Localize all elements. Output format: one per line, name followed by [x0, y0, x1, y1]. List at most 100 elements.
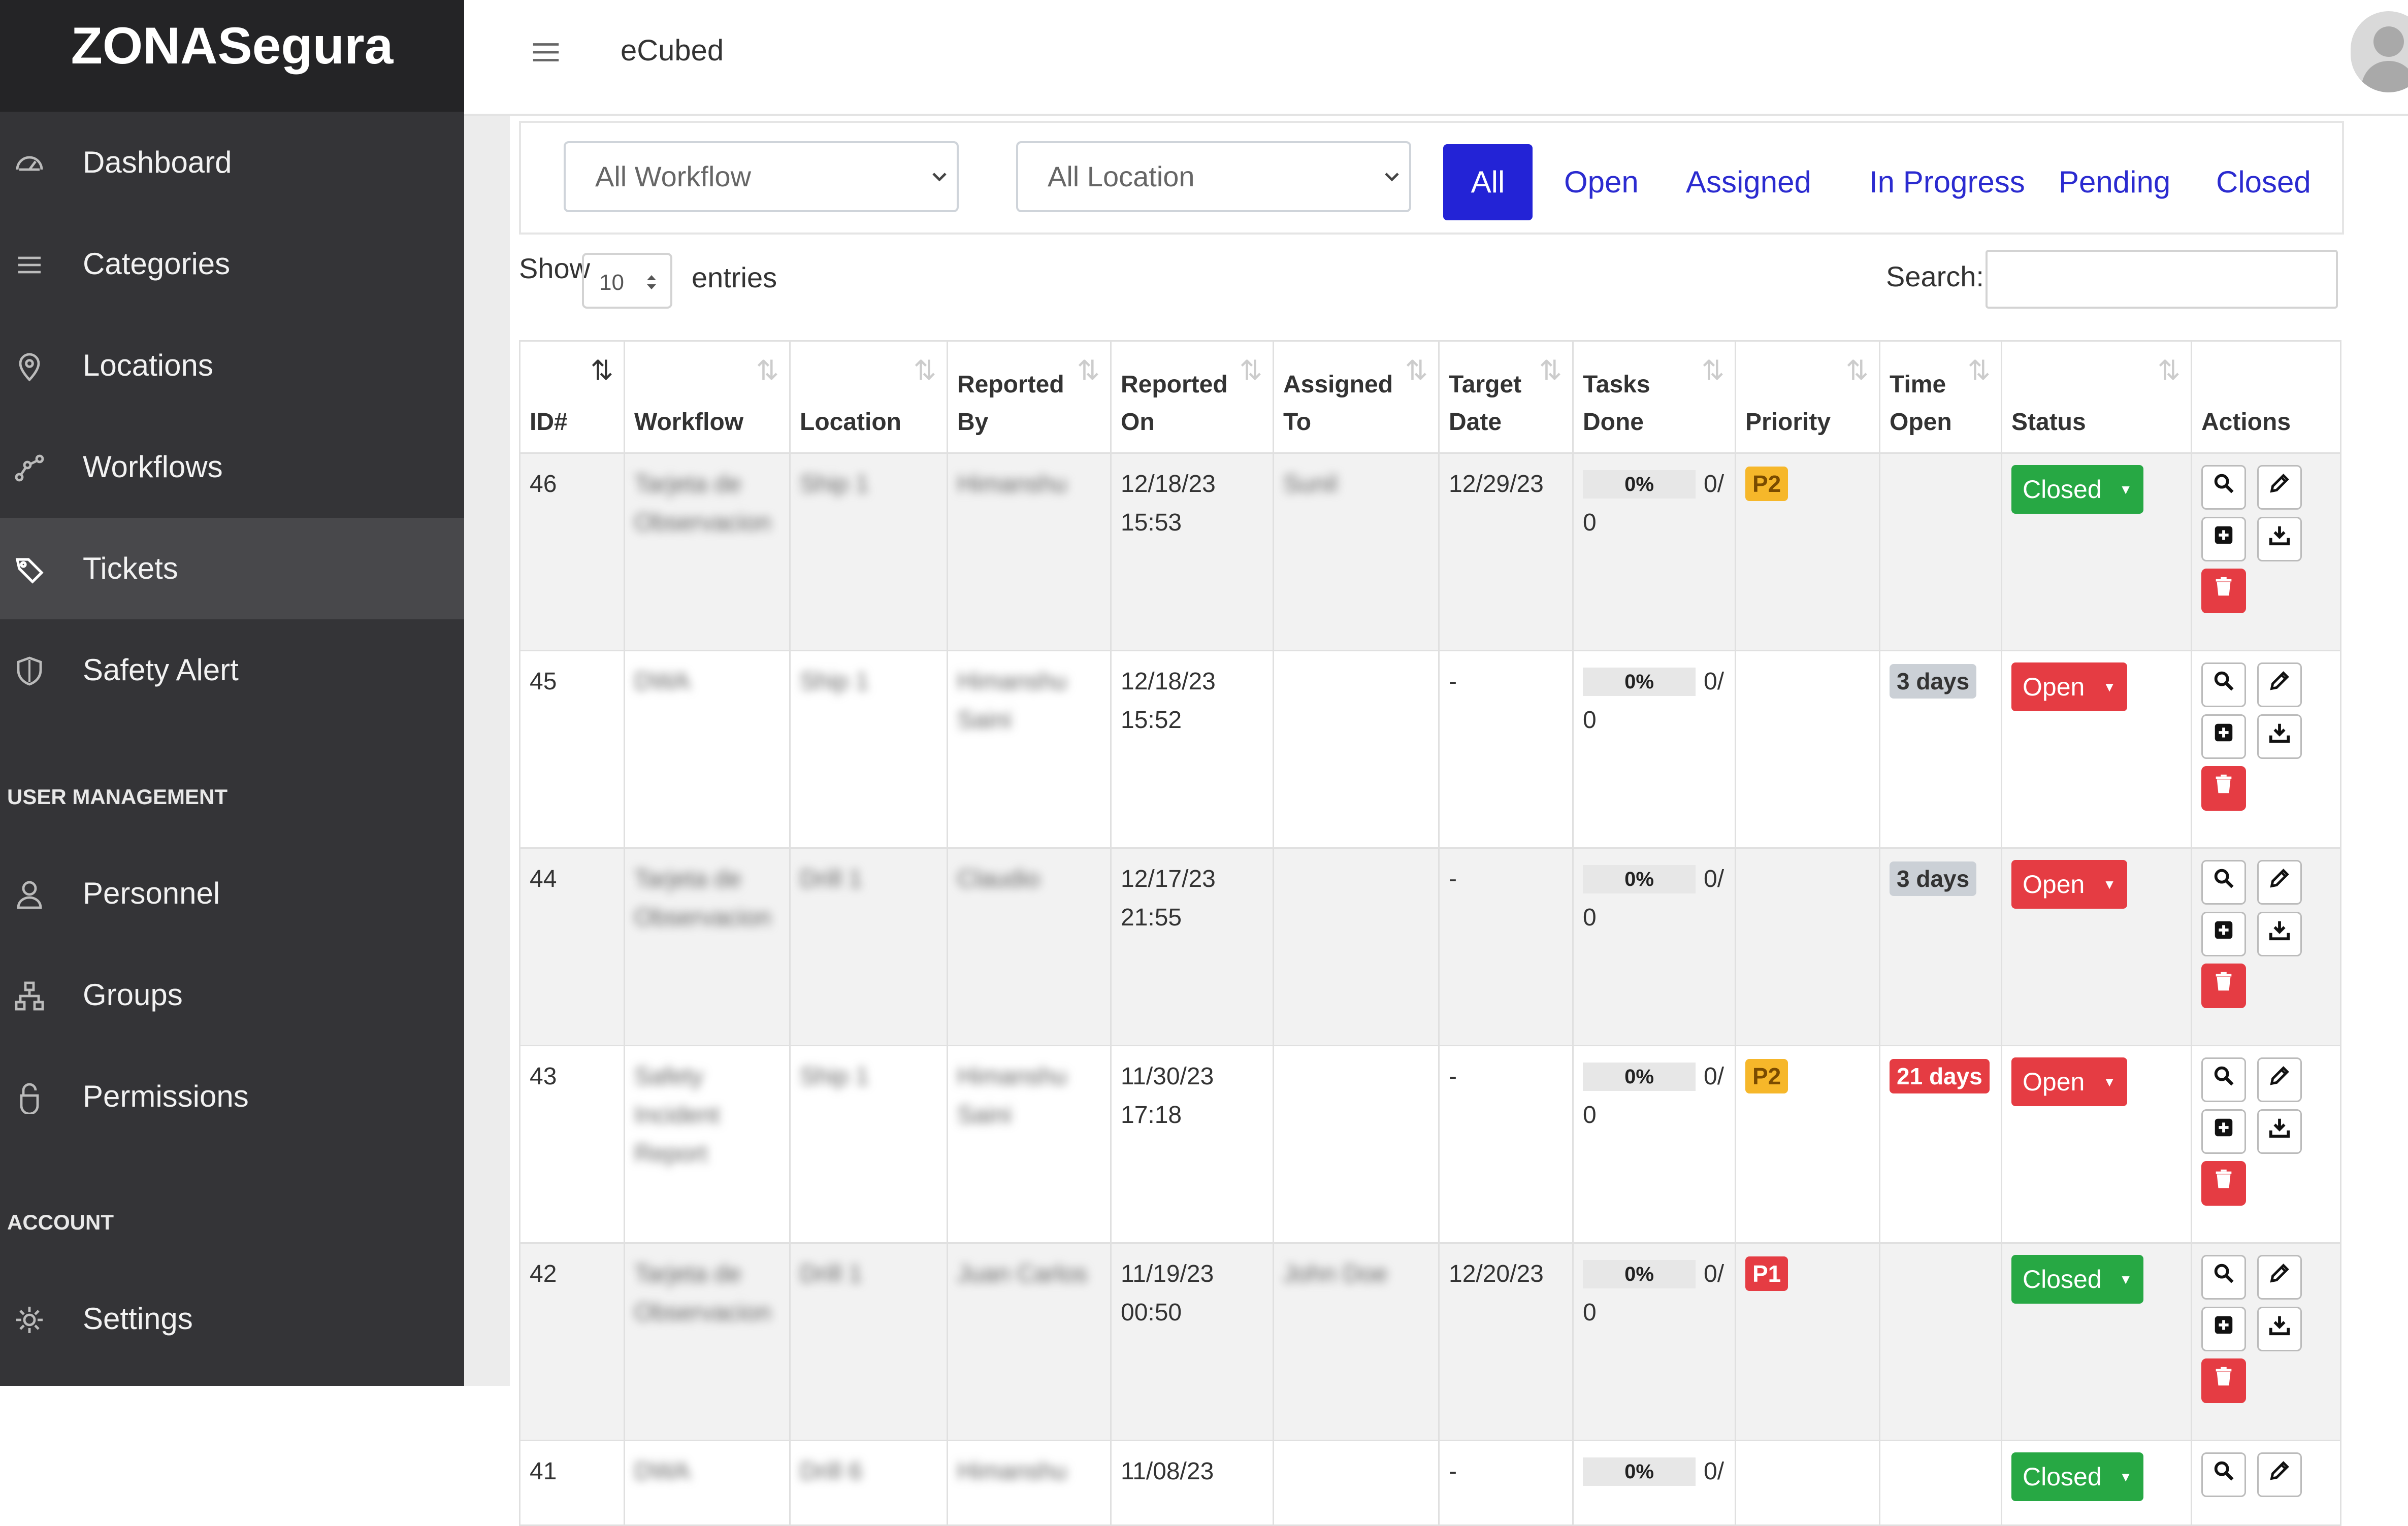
brand-logo[interactable]: ZONASegura: [0, 0, 464, 112]
status-dropdown-button[interactable]: Open ▼: [2011, 662, 2127, 711]
tab-closed[interactable]: Closed: [2216, 165, 2311, 199]
view-button[interactable]: [2201, 860, 2246, 905]
column-header-priority[interactable]: Priority ⇅: [1735, 340, 1880, 454]
sort-icon[interactable]: ⇅: [1845, 355, 1869, 386]
delete-button[interactable]: [2201, 569, 2246, 613]
sidebar-item-tickets[interactable]: Tickets: [0, 518, 464, 619]
sidebar-item-permissions[interactable]: Permissions: [0, 1046, 464, 1147]
cell-tasks-done: 0% 0/0: [1572, 1045, 1736, 1244]
column-header-assigned-to[interactable]: Assigned To ⇅: [1273, 340, 1440, 454]
status-dropdown-button[interactable]: Closed ▼: [2011, 1452, 2143, 1501]
status-dropdown-button[interactable]: Closed ▼: [2011, 465, 2143, 514]
sidebar-item-safety-alert[interactable]: Safety Alert: [0, 619, 464, 721]
workflow-select-value: All Workflow: [595, 160, 752, 192]
cell-assigned-to: [1273, 650, 1440, 849]
sort-icon[interactable]: ⇅: [1077, 355, 1100, 386]
download-button[interactable]: [2257, 1307, 2302, 1351]
download-button[interactable]: [2257, 912, 2302, 956]
sort-icon[interactable]: ⇅: [1701, 355, 1724, 386]
user-avatar[interactable]: [2351, 11, 2408, 92]
sort-icon[interactable]: ⇅: [590, 355, 613, 386]
view-button[interactable]: [2201, 465, 2246, 510]
hamburger-menu-icon[interactable]: [530, 37, 562, 68]
cell-reported-by: Juan Carlos: [947, 1242, 1112, 1441]
column-header-workflow[interactable]: Workflow ⇅: [624, 340, 791, 454]
view-button[interactable]: [2201, 662, 2246, 707]
status-dropdown-button[interactable]: Closed ▼: [2011, 1255, 2143, 1304]
delete-button[interactable]: [2201, 1161, 2246, 1206]
delete-button[interactable]: [2201, 1358, 2246, 1403]
action-buttons: [2201, 662, 2331, 811]
search-input[interactable]: [1986, 250, 2338, 309]
table-row[interactable]: 45 DWA Ship 1 Himanshu Saini 12/18/23 15:52 - 0…: [519, 650, 2341, 849]
download-button[interactable]: [2257, 517, 2302, 561]
sort-icon[interactable]: ⇅: [913, 355, 936, 386]
view-button[interactable]: [2201, 1452, 2246, 1497]
tab-assigned[interactable]: Assigned: [1686, 165, 1811, 199]
cell-time-open: 3 days: [1879, 650, 2002, 849]
edit-button[interactable]: [2257, 1057, 2302, 1102]
cell-target-date: 12/20/23: [1438, 1242, 1574, 1441]
add-task-button[interactable]: [2201, 517, 2246, 561]
sidebar-item-dashboard[interactable]: Dashboard: [0, 112, 464, 213]
column-header-id[interactable]: ID# ⇅: [519, 340, 625, 454]
tab-open[interactable]: Open: [1564, 165, 1639, 199]
status-dropdown-button[interactable]: Open ▼: [2011, 1057, 2127, 1106]
sort-icon[interactable]: ⇅: [1239, 355, 1262, 386]
add-task-button[interactable]: [2201, 714, 2246, 759]
column-header-reported-by[interactable]: Reported By ⇅: [947, 340, 1112, 454]
tab-all[interactable]: All: [1443, 144, 1533, 220]
table-row[interactable]: 41 DWA Drill 6 Himanshu 11/08/23 - 0% 0/Closed ▼: [519, 1440, 2341, 1526]
table-row[interactable]: 43 Safety Incident Report Ship 1 Himanshu S…: [519, 1045, 2341, 1244]
edit-button[interactable]: [2257, 1452, 2302, 1497]
sort-icon[interactable]: ⇅: [2157, 355, 2181, 386]
column-header-location[interactable]: Location ⇅: [789, 340, 948, 454]
action-buttons: [2201, 860, 2331, 1008]
column-header-target-date[interactable]: Target Date ⇅: [1438, 340, 1574, 454]
sidebar-item-groups[interactable]: Groups: [0, 944, 464, 1046]
cell-target-date: -: [1438, 1440, 1574, 1526]
edit-button[interactable]: [2257, 1255, 2302, 1300]
download-button[interactable]: [2257, 1109, 2302, 1154]
sort-icon[interactable]: ⇅: [756, 355, 779, 386]
edit-button[interactable]: [2257, 465, 2302, 510]
view-button[interactable]: [2201, 1057, 2246, 1102]
add-task-button[interactable]: [2201, 912, 2246, 956]
sidebar-item-locations[interactable]: Locations: [0, 315, 464, 416]
column-header-time-open[interactable]: Time Open ⇅: [1879, 340, 2002, 454]
column-header-reported-on[interactable]: Reported On ⇅: [1110, 340, 1274, 454]
download-button[interactable]: [2257, 714, 2302, 759]
tab-pending[interactable]: Pending: [2059, 165, 2171, 199]
sidebar-item-workflows[interactable]: Workflows: [0, 416, 464, 518]
column-header-status[interactable]: Status ⇅: [2001, 340, 2192, 454]
status-dropdown-button[interactable]: Open ▼: [2011, 860, 2127, 909]
column-header-label: Status: [2011, 409, 2086, 436]
workflow-select[interactable]: All Workflow: [564, 141, 959, 212]
sort-icon[interactable]: ⇅: [1405, 355, 1428, 386]
location-select[interactable]: All Location: [1016, 141, 1411, 212]
tab-in-progress[interactable]: In Progress: [1869, 165, 2025, 199]
sidebar-item-categories[interactable]: Categories: [0, 213, 464, 315]
ticket-id: 43: [530, 1063, 557, 1090]
column-header-tasks-done[interactable]: Tasks Done ⇅: [1572, 340, 1736, 454]
edit-button[interactable]: [2257, 860, 2302, 905]
reported-date: 12/18/23: [1121, 471, 1216, 497]
table-row[interactable]: 42 Tarjeta de Observacion Drill 1 Juan Carl…: [519, 1242, 2341, 1441]
add-task-button[interactable]: [2201, 1109, 2246, 1154]
action-buttons: [2201, 1057, 2331, 1206]
column-header-actions[interactable]: Actions: [2191, 340, 2341, 454]
delete-button[interactable]: [2201, 964, 2246, 1008]
edit-button[interactable]: [2257, 662, 2302, 707]
sort-icon[interactable]: ⇅: [1967, 355, 1991, 386]
table-row[interactable]: 44 Tarjeta de Observacion Drill 1 Claudio 12…: [519, 847, 2341, 1046]
column-header-label: Date: [1449, 409, 1502, 436]
entries-length-select[interactable]: 10: [582, 253, 672, 309]
workflow-name: DWA: [634, 1458, 691, 1485]
delete-button[interactable]: [2201, 766, 2246, 811]
sidebar-item-personnel[interactable]: Personnel: [0, 843, 464, 944]
sort-icon[interactable]: ⇅: [1539, 355, 1562, 386]
table-row[interactable]: 46 Tarjeta de Observacion Ship 1 Himanshu 12…: [519, 452, 2341, 651]
view-button[interactable]: [2201, 1255, 2246, 1300]
sidebar-item-settings[interactable]: Settings: [0, 1268, 464, 1370]
add-task-button[interactable]: [2201, 1307, 2246, 1351]
